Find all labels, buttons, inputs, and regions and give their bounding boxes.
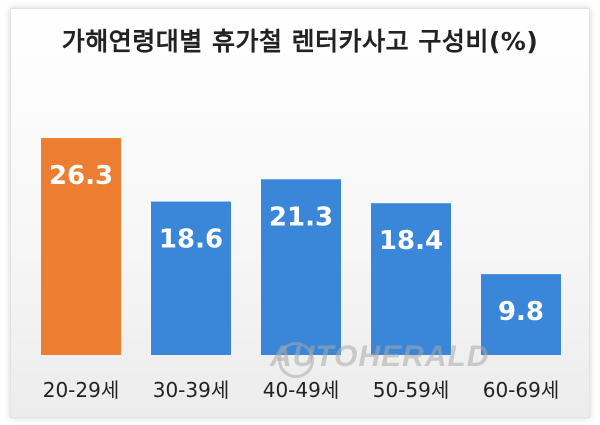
bar-20-29세 — [41, 138, 121, 355]
bar-value-label: 9.8 — [498, 297, 544, 327]
category-label: 40-49세 — [263, 378, 340, 402]
chart-title: 가해연령대별 휴가철 렌터카사고 구성비(%) — [61, 27, 539, 56]
watermark-text: AUTOHERALD — [270, 340, 490, 373]
bar-60-69세 — [481, 274, 561, 355]
category-label: 30-39세 — [153, 378, 230, 402]
category-label: 20-29세 — [43, 378, 120, 402]
bar-value-label: 26.3 — [49, 161, 113, 191]
bar-50-59세 — [371, 203, 451, 355]
category-label: 60-69세 — [483, 378, 560, 402]
category-label: 50-59세 — [373, 378, 450, 402]
bar-value-label: 18.6 — [159, 225, 223, 255]
bar-value-label: 21.3 — [269, 202, 333, 232]
watermark-logo-icon — [278, 342, 314, 378]
bar-value-label: 18.4 — [379, 226, 443, 256]
bar-40-49세 — [261, 179, 341, 355]
bar-30-39세 — [151, 201, 231, 355]
